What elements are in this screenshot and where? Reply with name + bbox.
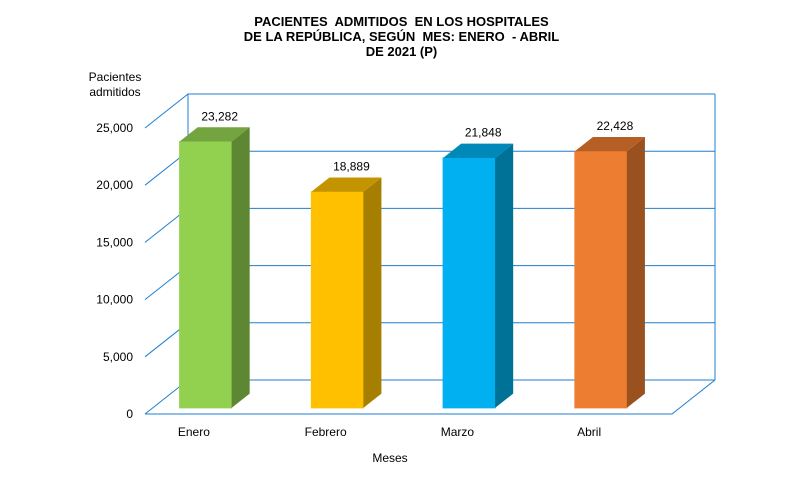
bar-front-abril bbox=[574, 150, 628, 409]
y-axis-label-line-2: admitidos bbox=[89, 85, 141, 99]
bar-side-febrero bbox=[363, 177, 382, 408]
bar-front-marzo bbox=[442, 157, 496, 409]
x-tick-label: Enero bbox=[178, 425, 210, 439]
y-tick-label: 5,000 bbox=[103, 350, 133, 364]
title-line-3: DE 2021 (P) bbox=[365, 44, 438, 59]
bar-top-marzo bbox=[443, 143, 514, 158]
x-tick-label: Marzo bbox=[441, 425, 475, 439]
bar-side-marzo bbox=[495, 143, 514, 408]
y-axis-label: Pacientes admitidos bbox=[72, 70, 158, 100]
bar-top-febrero bbox=[311, 177, 382, 192]
floor-edge bbox=[145, 379, 716, 415]
y-tick-label: 0 bbox=[126, 407, 133, 421]
bar-side-enero bbox=[231, 127, 250, 408]
title-line-1: PACIENTES ADMITIDOS EN LOS HOSPITALES bbox=[254, 14, 549, 29]
y-tick-label: 20,000 bbox=[96, 178, 133, 192]
title-line-2: DE LA REPÚBLICA, SEGÚN MES: ENERO - ABRI… bbox=[243, 29, 560, 44]
bar-top-enero bbox=[179, 127, 250, 142]
bar-side-abril bbox=[626, 137, 645, 408]
data-label: 22,428 bbox=[597, 119, 634, 133]
bar-front-enero bbox=[179, 141, 233, 409]
chart-title: PACIENTES ADMITIDOS EN LOS HOSPITALES DE… bbox=[0, 14, 803, 59]
y-tick-label: 25,000 bbox=[96, 121, 133, 135]
x-tick-label: Febrero bbox=[305, 425, 347, 439]
y-tick-label: 10,000 bbox=[96, 293, 133, 307]
bar-front-febrero bbox=[310, 191, 364, 409]
data-label: 23,282 bbox=[201, 109, 238, 123]
y-tick-label: 15,000 bbox=[96, 235, 133, 249]
x-tick-label: Abril bbox=[577, 425, 601, 439]
data-label: 18,889 bbox=[333, 160, 370, 174]
y-axis-label-line-1: Pacientes bbox=[88, 70, 142, 84]
x-axis-label: Meses bbox=[372, 451, 408, 465]
bar-top-abril bbox=[574, 137, 645, 152]
data-label: 21,848 bbox=[465, 126, 502, 140]
